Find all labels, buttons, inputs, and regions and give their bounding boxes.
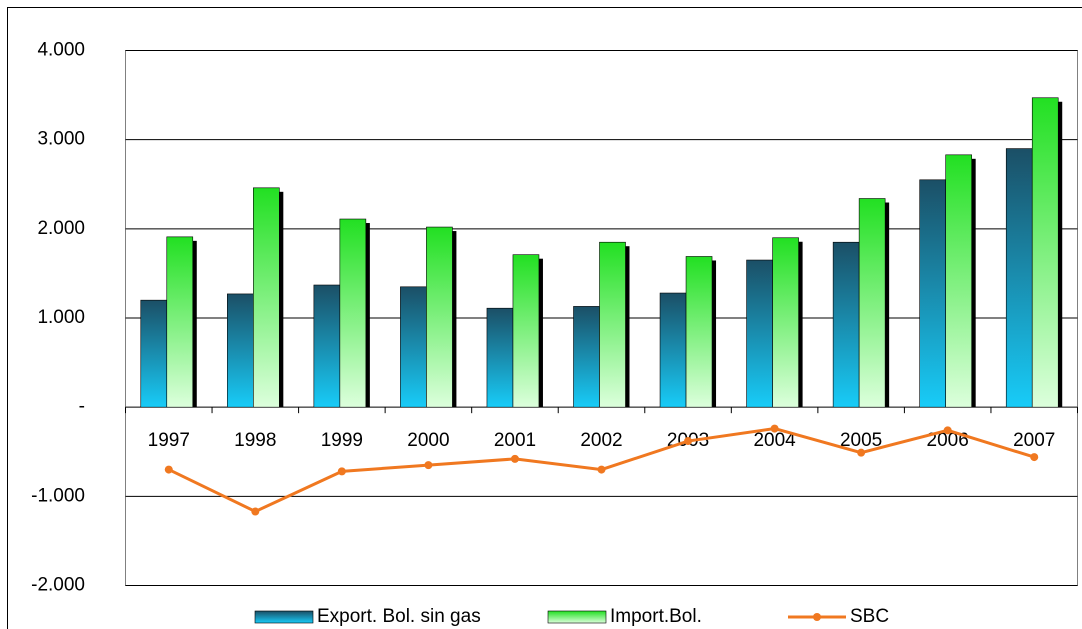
line-marker — [943, 426, 952, 435]
bar — [772, 237, 799, 408]
line-marker — [597, 465, 606, 474]
y-tick-label: - — [79, 396, 85, 417]
bar — [166, 236, 194, 408]
legend-marker — [813, 613, 821, 621]
line-marker — [770, 424, 779, 433]
bar — [945, 154, 972, 408]
legend-swatch — [547, 610, 607, 624]
y-tick-label: -1.000 — [31, 485, 85, 506]
x-tick-label: 2001 — [494, 430, 536, 451]
bar — [1005, 148, 1033, 408]
bar — [1031, 97, 1059, 408]
x-tick-label: 1997 — [148, 430, 190, 451]
x-tick-label: 1998 — [234, 430, 276, 451]
bar — [339, 218, 367, 408]
line-marker — [424, 461, 433, 470]
legend-label: SBC — [850, 606, 889, 627]
line-marker — [510, 454, 519, 463]
legend-label: Import.Bol. — [610, 606, 702, 627]
line-marker — [684, 437, 693, 446]
x-tick-label: 2004 — [753, 430, 796, 451]
bar — [858, 198, 886, 408]
bar — [227, 293, 254, 408]
bar — [313, 284, 341, 408]
y-tick-label: 3.000 — [37, 129, 85, 150]
line-marker — [857, 448, 866, 457]
bar — [746, 259, 773, 408]
x-tick-label: 2007 — [1013, 430, 1055, 451]
bar — [486, 307, 514, 408]
y-tick-label: 4.000 — [37, 40, 85, 61]
bar — [832, 241, 860, 408]
bar — [573, 306, 600, 408]
x-tick-label: 2000 — [407, 430, 449, 451]
x-tick-label: 2005 — [840, 430, 882, 451]
x-tick-label: 2006 — [927, 430, 969, 451]
x-tick-label: 2002 — [580, 430, 622, 451]
legend-label: Export. Bol. sin gas — [317, 606, 481, 627]
bar — [685, 256, 713, 408]
line-marker — [1030, 453, 1039, 462]
y-tick-label: 2.000 — [37, 218, 85, 239]
bar — [659, 292, 687, 408]
bar — [512, 254, 540, 408]
line-marker — [337, 467, 346, 476]
bar — [919, 179, 946, 408]
legend-swatch — [254, 610, 314, 624]
bar — [400, 286, 427, 408]
bar — [140, 299, 168, 408]
line-marker — [164, 465, 173, 474]
chart-frame — [7, 7, 1082, 629]
bar — [253, 187, 280, 408]
x-tick-label: 1999 — [321, 430, 363, 451]
line-marker — [251, 507, 260, 516]
y-tick-label: -2.000 — [31, 575, 85, 596]
y-tick-label: 1.000 — [37, 307, 85, 328]
bar — [599, 241, 626, 408]
bar — [426, 226, 453, 408]
